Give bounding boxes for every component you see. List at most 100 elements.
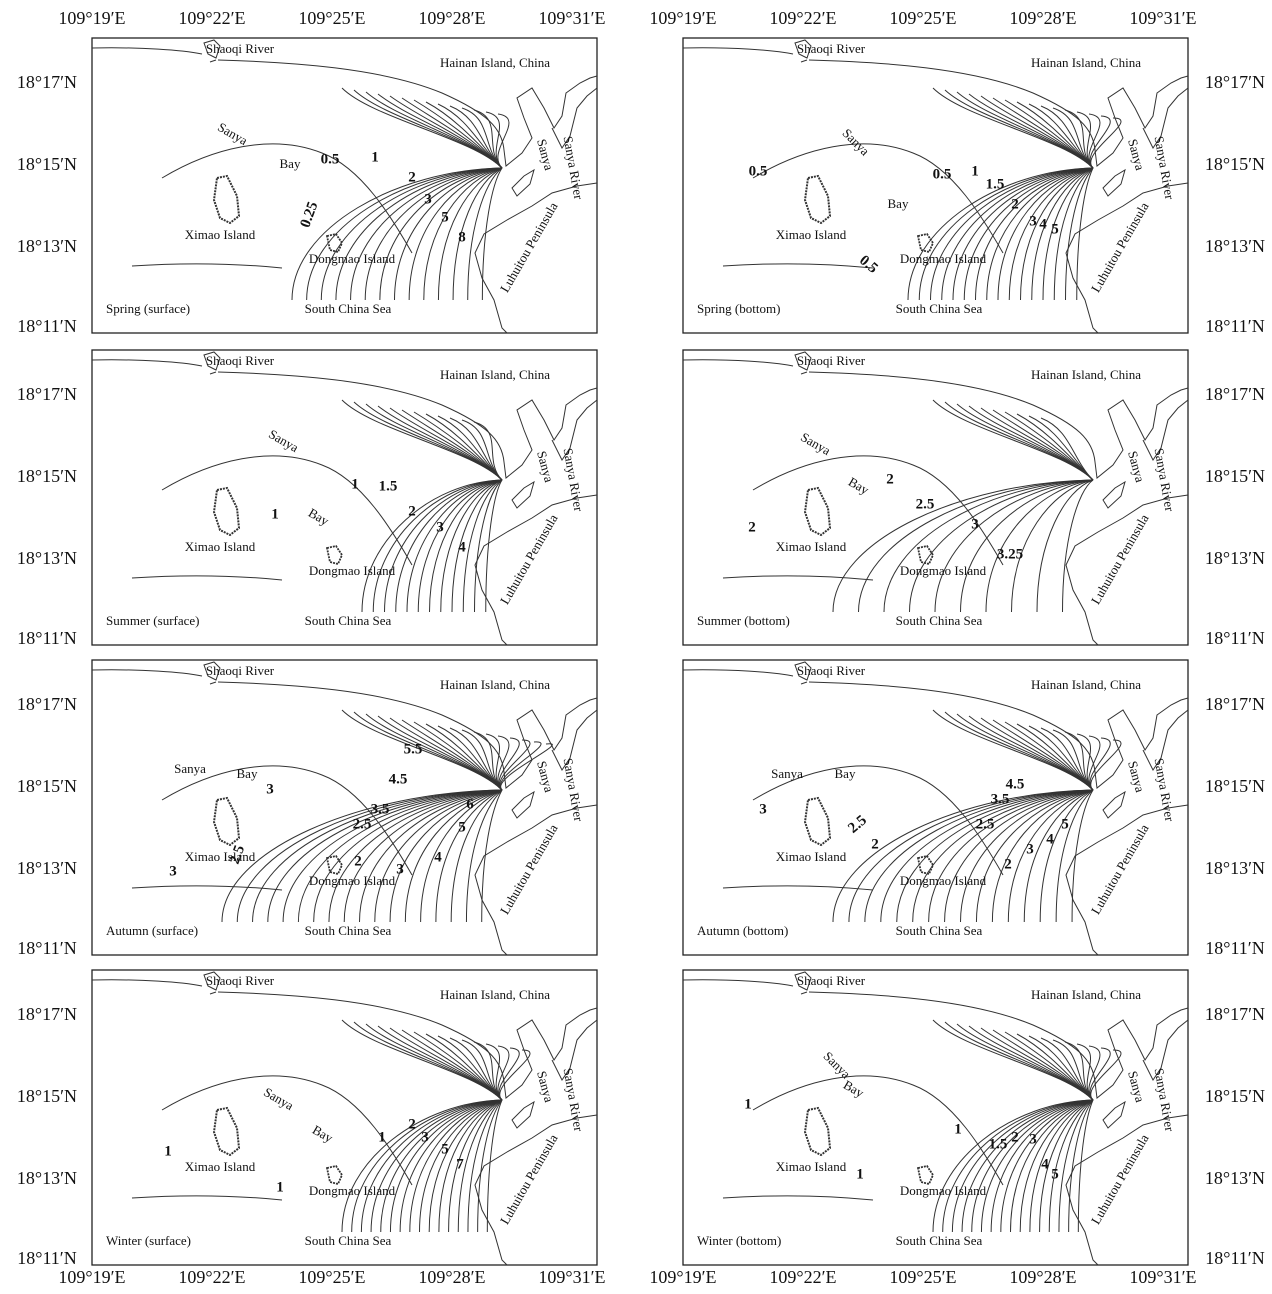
- contour-label: 1: [351, 476, 359, 492]
- place-name: Dongmao Island: [309, 873, 396, 888]
- place-name: Bay: [888, 196, 909, 211]
- place-name: Dongmao Island: [309, 563, 396, 578]
- contour-label: 2: [408, 1116, 416, 1132]
- place-name: South China Sea: [305, 301, 392, 316]
- contour-label: 7: [456, 1156, 464, 1172]
- place-name: Shaoqi River: [797, 353, 866, 368]
- contour-label: 2: [408, 503, 416, 519]
- contour-label: 5: [1051, 1166, 1059, 1182]
- place-name: Ximao Island: [776, 849, 847, 864]
- latitude-label: 18°15′N: [17, 776, 77, 796]
- contour-label: 2: [1011, 196, 1019, 212]
- place-name: South China Sea: [896, 301, 983, 316]
- basemap: [683, 970, 1188, 1265]
- latitude-label: 18°17′N: [1205, 384, 1265, 404]
- contour-label: 2.5: [353, 816, 372, 832]
- longitude-label: 109°25′E: [298, 1267, 365, 1287]
- contour-label: 1: [164, 1143, 172, 1159]
- longitude-label: 109°31′E: [1129, 8, 1196, 28]
- longitude-label: 109°19′E: [649, 1267, 716, 1287]
- latitude-label: 18°15′N: [1205, 466, 1265, 486]
- place-name: Hainan Island, China: [1031, 367, 1141, 382]
- place-name: South China Sea: [305, 1233, 392, 1248]
- place-name: Ximao Island: [185, 1159, 256, 1174]
- longitude-label: 109°19′E: [649, 8, 716, 28]
- contour-label: 2: [1004, 856, 1012, 872]
- contour-label: 2: [1011, 1129, 1019, 1145]
- place-name: Dongmao Island: [900, 1183, 987, 1198]
- place-name: Dongmao Island: [900, 251, 987, 266]
- contour-label: 4: [1041, 1156, 1049, 1172]
- latitude-label: 18°17′N: [17, 1004, 77, 1024]
- contour-label: 0.5: [933, 166, 952, 182]
- longitude-label: 109°28′E: [1009, 8, 1076, 28]
- place-name: Hainan Island, China: [1031, 55, 1141, 70]
- place-name: Shaoqi River: [206, 353, 275, 368]
- figure: 109°19′E 109°19′E 109°22′E 109°22′E 109°25′E…: [0, 0, 1272, 1289]
- latitude-label: 18°13′N: [17, 236, 77, 256]
- contour-label: 4: [1039, 216, 1047, 232]
- longitude-label: 109°28′E: [418, 1267, 485, 1287]
- latitude-label: 18°13′N: [17, 858, 77, 878]
- contour-label: 3.25: [997, 546, 1023, 562]
- map-panel: Shaoqi RiverHainan Island, ChinaXimao Is…: [683, 38, 1188, 333]
- contour-label: 1: [954, 1121, 962, 1137]
- contour-label: 2: [354, 853, 362, 869]
- place-name: Hainan Island, China: [440, 677, 550, 692]
- contour-label: 3: [759, 801, 767, 817]
- longitude-label: 109°31′E: [538, 8, 605, 28]
- latitude-label: 18°17′N: [17, 384, 77, 404]
- place-name: Bay: [237, 766, 258, 781]
- basemap: [92, 38, 597, 333]
- latitude-label: 18°15′N: [1205, 1086, 1265, 1106]
- contour-label: 4: [1046, 831, 1054, 847]
- contour-label: 2: [748, 519, 756, 535]
- contour-label: 3: [1026, 841, 1034, 857]
- panel-label: Summer (surface): [106, 613, 200, 628]
- contour-label: 4: [458, 539, 466, 555]
- longitude-label: 109°31′E: [538, 1267, 605, 1287]
- longitude-label: 109°25′E: [298, 8, 365, 28]
- place-name: Hainan Island, China: [440, 367, 550, 382]
- latitude-label: 18°13′N: [17, 548, 77, 568]
- contour-label: 2: [871, 836, 879, 852]
- place-name: Shaoqi River: [797, 663, 866, 678]
- latitude-label: 18°11′N: [17, 316, 76, 336]
- map-panel: Shaoqi River Hainan Island, China Ximao Is…: [92, 350, 597, 645]
- contour-label: 5.5: [404, 741, 423, 757]
- panel-label: Winter (surface): [106, 1233, 191, 1248]
- contour-label: 1.5: [986, 176, 1005, 192]
- contour-label: 3: [1029, 1131, 1037, 1147]
- latitude-label: 18°17′N: [1205, 694, 1265, 714]
- contour-label: 3: [266, 781, 274, 797]
- latitude-label: 18°11′N: [17, 1248, 76, 1268]
- map-panel: Shaoqi RiverHainan Island, ChinaXimao Is…: [92, 970, 597, 1265]
- longitude-label: 109°22′E: [178, 1267, 245, 1287]
- latitude-label: 18°15′N: [1205, 154, 1265, 174]
- place-name: Ximao Island: [185, 227, 256, 242]
- panel-label: Winter (bottom): [697, 1233, 781, 1248]
- latitude-label: 18°17′N: [1205, 72, 1265, 92]
- contour-label: 1: [744, 1096, 752, 1112]
- longitude-label: 109°22′E: [769, 1267, 836, 1287]
- longitude-label: 109°25′E: [889, 8, 956, 28]
- place-name: Ximao Island: [185, 539, 256, 554]
- panel-label: Spring (bottom): [697, 301, 780, 316]
- contour-label: 5: [1061, 816, 1069, 832]
- latitude-label: 18°11′N: [17, 938, 76, 958]
- contour-label: 3: [424, 191, 432, 207]
- contour-label: 6: [466, 796, 474, 812]
- contour-label: 1: [271, 506, 279, 522]
- longitude-label: 109°28′E: [1009, 1267, 1076, 1287]
- place-name: Hainan Island, China: [440, 987, 550, 1002]
- place-name: Dongmao Island: [900, 873, 987, 888]
- place-name: Dongmao Island: [900, 563, 987, 578]
- contour-label: 2: [408, 169, 416, 185]
- contour-label: 5: [458, 819, 466, 835]
- contour-label: 4: [434, 849, 442, 865]
- place-name: South China Sea: [305, 613, 392, 628]
- contour-label: 1: [971, 163, 979, 179]
- contour-label: 1.5: [379, 478, 398, 494]
- longitude-label: 109°22′E: [769, 8, 836, 28]
